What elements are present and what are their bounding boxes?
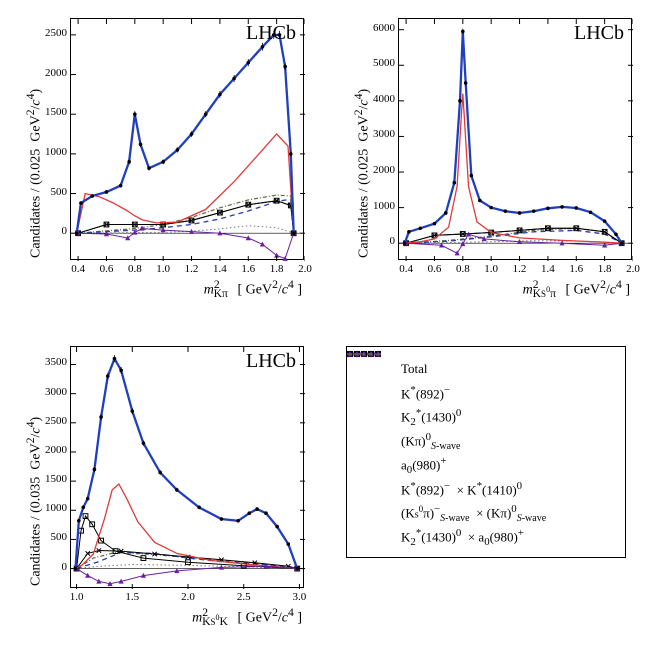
ytick: 0 [62,561,68,573]
ytick: 1500 [45,473,67,485]
xtick: 3.0 [288,591,310,603]
xtick: 1.0 [480,263,502,275]
ytick: 3000 [45,386,67,398]
figure-root: 0.4 0.6 0.8 1.0 1.2 1.4 1.6 1.8 2.0 0 500 1000 1500 2… [0,0,648,646]
panel-bl: 1.0 1.5 2.0 2.5 3.0 0 500 1000 1500 2000 2500 3000 3… [10,336,310,636]
legend: Total K*(892)− K2*(1430)0 (Kπ)0S-wave a0(980… [346,346,626,558]
plot-area [70,346,304,588]
xtick: 1.0 [66,591,88,603]
legend-swatch-k892 [359,386,393,400]
xtick: 2.0 [622,263,644,275]
legend-label: K*(892)− × K*(1410)0 [401,480,522,498]
lhcb-label: LHCb [246,22,296,45]
legend-swatch-total [359,362,393,376]
ytick: 5000 [373,57,395,69]
ytick: 500 [51,531,68,543]
lhcb-label: LHCb [246,350,296,373]
lhcb-label: LHCb [574,22,624,45]
plot-svg [71,347,305,589]
xtick: 0.8 [124,263,146,275]
xtick: 1.8 [594,263,616,275]
legend-swatch-a0980 [359,458,393,472]
plot-svg [399,19,633,261]
ytick: 3500 [45,356,67,368]
legend-label: a0(980)+ [401,455,446,476]
xtick: 1.6 [565,263,587,275]
xtick: 0.4 [67,263,89,275]
panel-tr: 0.40.60.81.01.21.41.61.82.00100020003000… [338,8,638,308]
xtick: 2.0 [294,263,316,275]
ytick: 1000 [45,146,67,158]
xlabel: m2KS0K [ GeV2/c4 ] [192,606,302,628]
xtick: 0.6 [95,263,117,275]
legend-label: K2*(1430)0 × a0(980)+ [401,527,524,548]
xtick: 2.0 [177,591,199,603]
xtick: 1.0 [152,263,174,275]
ytick: 500 [51,186,68,198]
legend-label: (Kπ)0S-wave [401,431,460,452]
plot-svg [71,19,305,261]
xtick: 1.4 [537,263,559,275]
ytick: 1000 [373,200,395,212]
xlabel: m2KS0π [ GeV2/c4 ] [523,278,630,300]
ytick: 4000 [373,93,395,105]
ylabel: Candidates / (0.025 GeV2/c4) [352,89,373,258]
legend-row: Total [359,357,615,381]
legend-row: K*(892)− [359,381,615,405]
legend-swatch-interf3 [359,530,393,544]
legend-label: K*(892)− [401,384,450,402]
xtick: 1.4 [209,263,231,275]
legend-row: a0(980)+ [359,453,615,477]
legend-swatch-interf1 [359,482,393,496]
ytick: 2000 [45,444,67,456]
xtick: 1.2 [509,263,531,275]
xtick: 0.8 [452,263,474,275]
xtick: 0.6 [423,263,445,275]
ytick: 2000 [373,164,395,176]
legend-row: K2*(1430)0 [359,405,615,429]
ytick: 2500 [45,415,67,427]
xtick: 0.4 [395,263,417,275]
legend-label: Total [401,361,428,377]
ytick: 3000 [373,128,395,140]
ytick: 2000 [45,67,67,79]
ytick: 1000 [45,502,67,514]
ylabel: Candidates / (0.035 GeV2/c4) [24,417,45,586]
ytick: 6000 [373,22,395,34]
plot-area [70,18,304,260]
xtick: 1.6 [237,263,259,275]
ytick: 1500 [45,106,67,118]
plot-area [398,18,632,260]
ytick: 2500 [45,27,67,39]
ylabel: Candidates / (0.025 GeV2/c4) [24,89,45,258]
legend-swatch-k21430 [359,410,393,424]
legend-label: K2*(1430)0 [401,407,461,428]
legend-row: K*(892)− × K*(1410)0 [359,477,615,501]
ytick: 0 [62,225,68,237]
xtick: 1.2 [181,263,203,275]
legend-swatch-kpiS [359,434,393,448]
xlabel: m2Kπ [ GeV2/c4 ] [204,278,302,300]
xtick: 1.5 [121,591,143,603]
legend-label: (Ks0π)−S-wave × (Kπ)0S-wave [401,503,546,524]
ytick: 0 [390,235,396,247]
legend-row: (Ks0π)−S-wave × (Kπ)0S-wave [359,501,615,525]
xtick: 2.5 [233,591,255,603]
legend-swatch-interf2 [359,506,393,520]
panel-tl: 0.40.60.81.01.21.41.61.82.00500100015002… [10,8,310,308]
legend-row: (Kπ)0S-wave [359,429,615,453]
legend-row: K2*(1430)0 × a0(980)+ [359,525,615,549]
xtick: 1.8 [266,263,288,275]
